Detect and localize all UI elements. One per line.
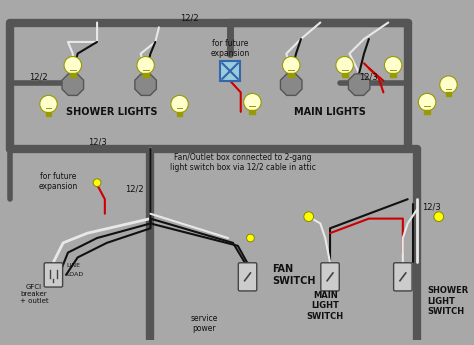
Text: LINE: LINE [66, 263, 80, 268]
Bar [390, 73, 396, 77]
Polygon shape [62, 74, 83, 96]
Text: MAIN LIGHTS: MAIN LIGHTS [294, 107, 366, 117]
Polygon shape [281, 74, 302, 96]
Circle shape [304, 212, 313, 221]
FancyBboxPatch shape [238, 263, 257, 291]
Text: for future
expansion: for future expansion [38, 172, 78, 191]
Circle shape [171, 95, 188, 113]
Polygon shape [348, 74, 370, 96]
Circle shape [137, 57, 155, 74]
Circle shape [244, 93, 261, 111]
Text: SHOWER LIGHTS: SHOWER LIGHTS [66, 107, 157, 117]
Circle shape [40, 95, 57, 113]
Bar [177, 112, 182, 116]
Circle shape [64, 57, 82, 74]
Circle shape [434, 212, 444, 221]
Text: GFCI
breaker
+ outlet: GFCI breaker + outlet [19, 284, 48, 304]
Text: 12/3: 12/3 [359, 72, 378, 81]
FancyBboxPatch shape [321, 263, 339, 291]
Text: LOAD: LOAD [66, 273, 83, 277]
Text: 12/2: 12/2 [29, 72, 48, 81]
Circle shape [384, 57, 402, 74]
Text: 12/3: 12/3 [422, 203, 441, 211]
Text: 12/2: 12/2 [180, 13, 199, 22]
FancyBboxPatch shape [44, 263, 63, 287]
Bar [46, 112, 52, 116]
Text: for future
expansion: for future expansion [210, 39, 250, 58]
Bar [342, 73, 347, 77]
Bar [249, 110, 255, 114]
Text: 12/3: 12/3 [88, 137, 107, 146]
Circle shape [246, 234, 255, 242]
Bar [446, 92, 451, 96]
Circle shape [283, 57, 300, 74]
Bar [424, 110, 430, 114]
Text: SHOWER
LIGHT
SWITCH: SHOWER LIGHT SWITCH [427, 286, 468, 316]
Circle shape [440, 76, 457, 93]
Bar [143, 73, 148, 77]
Text: MAIN
LIGHT
SWITCH: MAIN LIGHT SWITCH [307, 291, 344, 321]
Polygon shape [135, 74, 156, 96]
Bar [288, 73, 294, 77]
Text: 12/2: 12/2 [125, 185, 144, 194]
Bar [220, 61, 240, 81]
Text: service
power: service power [190, 314, 218, 333]
Circle shape [336, 57, 353, 74]
Text: Fan/Outlet box connected to 2-gang
light switch box via 12/2 cable in attic: Fan/Outlet box connected to 2-gang light… [170, 152, 316, 172]
Circle shape [93, 179, 101, 187]
Circle shape [419, 93, 436, 111]
FancyBboxPatch shape [393, 263, 412, 291]
Bar [70, 73, 76, 77]
Text: FAN
SWITCH: FAN SWITCH [272, 264, 315, 286]
